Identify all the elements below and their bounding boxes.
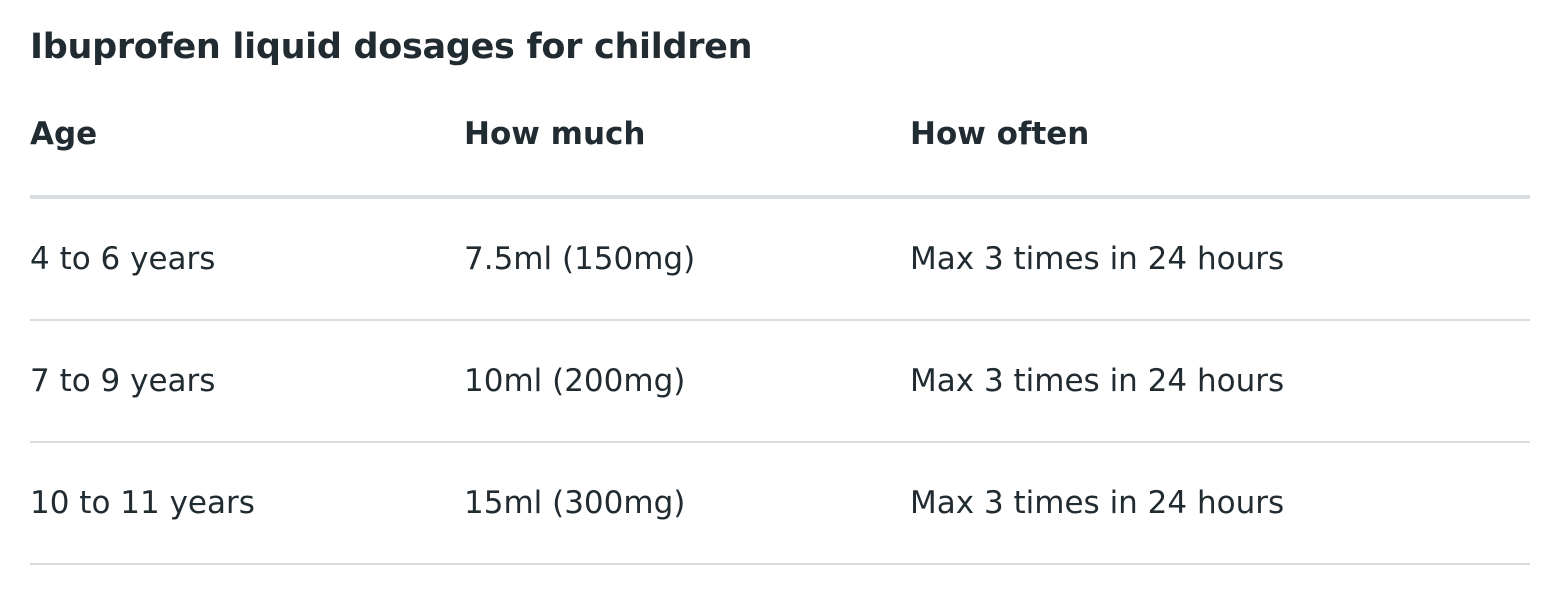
cell-how-much: 15ml (300mg) xyxy=(464,442,910,565)
cell-how-much: 7.5ml (150mg) xyxy=(464,197,910,321)
dosage-table: Age How much How often 4 to 6 years 7.5m… xyxy=(30,96,1530,565)
cell-how-much: 10ml (200mg) xyxy=(464,320,910,443)
cell-age: 4 to 6 years xyxy=(30,197,464,321)
table-row: 7 to 9 years 10ml (200mg) Max 3 times in… xyxy=(30,320,1530,443)
table-row: 4 to 6 years 7.5ml (150mg) Max 3 times i… xyxy=(30,197,1530,321)
table-header-row: Age How much How often xyxy=(30,96,1530,199)
cell-age: 7 to 9 years xyxy=(30,320,464,443)
table-title: Ibuprofen liquid dosages for children xyxy=(30,27,753,67)
cell-how-often: Max 3 times in 24 hours xyxy=(910,197,1530,321)
header-age: Age xyxy=(30,96,464,199)
cell-how-often: Max 3 times in 24 hours xyxy=(910,442,1530,565)
header-how-often: How often xyxy=(910,96,1530,199)
table-row: 10 to 11 years 15ml (300mg) Max 3 times … xyxy=(30,442,1530,565)
cell-how-often: Max 3 times in 24 hours xyxy=(910,320,1530,443)
cell-age: 10 to 11 years xyxy=(30,442,464,565)
header-how-much: How much xyxy=(464,96,910,199)
